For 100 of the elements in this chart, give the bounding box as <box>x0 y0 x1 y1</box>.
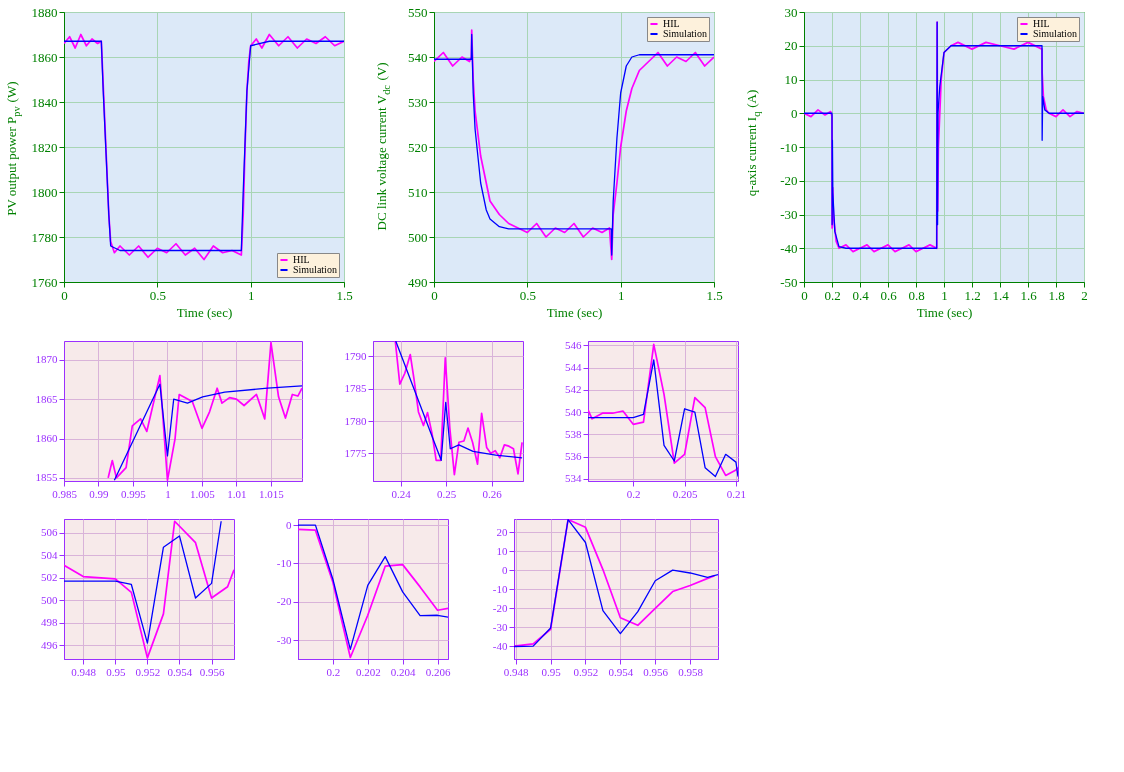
y-tick-label: 538 <box>565 427 582 440</box>
x-tick-label: 0.21 <box>726 487 747 500</box>
x-tick-label: 1.01 <box>227 487 247 500</box>
y-tick-label: 500 <box>408 229 428 245</box>
x-tick-label: 1.5 <box>336 287 353 303</box>
y-tick-label: -10 <box>276 556 292 569</box>
x-tick-label: 0.954 <box>167 665 193 678</box>
x-tick-label: 1.4 <box>992 287 1010 303</box>
y-axis-title: q-axis current Iq (A) <box>744 89 762 197</box>
y-tick-label: 1860 <box>35 432 58 445</box>
y-tick-label: 1880 <box>31 4 58 20</box>
x-tick-label: 1.5 <box>706 287 723 303</box>
y-tick-label: 1855 <box>35 471 58 484</box>
x-tick-label: 0.202 <box>355 665 381 678</box>
y-tick-label: -10 <box>492 582 508 595</box>
x-tick-label: 0 <box>431 287 438 303</box>
y-axis-title: PV output power Ppv (W) <box>4 81 22 216</box>
x-axis-title: Time (sec) <box>176 304 233 320</box>
y-axis-title: DC link voltage current Vdc (V) <box>374 62 392 231</box>
y-tick-label: -30 <box>492 620 508 633</box>
x-tick-label: 0.948 <box>503 665 530 678</box>
x-tick-label: 0.952 <box>135 665 161 678</box>
y-tick-label: 20 <box>784 38 798 54</box>
y-tick-label: -30 <box>276 633 292 646</box>
x-tick-label: 1.8 <box>1048 287 1065 303</box>
x-tick-label: 1 <box>941 287 948 303</box>
y-tick-label: 1760 <box>31 274 58 290</box>
x-tick-label: 0.6 <box>880 287 898 303</box>
x-tick-label: 0.5 <box>149 287 166 303</box>
y-tick-label: 0 <box>286 518 292 531</box>
x-tick-label: 1 <box>247 287 255 303</box>
x-tick-label: 0.995 <box>121 487 147 500</box>
y-tick-label: 30 <box>784 4 798 20</box>
x-tick-label: 0.956 <box>199 665 225 678</box>
x-tick-label: 0.5 <box>519 287 536 303</box>
x-tick-label: 0.24 <box>391 487 412 500</box>
x-tick-label: 1.015 <box>259 487 285 500</box>
x-tick-label: 1 <box>617 287 625 303</box>
y-tick-label: 0 <box>791 105 798 121</box>
y-tick-label: 536 <box>565 450 582 463</box>
y-tick-label: 542 <box>565 383 582 396</box>
x-tick-label: 0.95 <box>541 665 562 678</box>
legend-label: HIL <box>663 18 680 29</box>
x-tick-label: 0.205 <box>672 487 698 500</box>
x-tick-label: 0.2 <box>326 665 341 678</box>
x-tick-label: 1.005 <box>190 487 216 500</box>
x-tick-label: 2 <box>1081 287 1088 303</box>
y-tick-label: -40 <box>492 639 508 652</box>
x-tick-label: 0.948 <box>71 665 97 678</box>
line-series <box>113 383 302 481</box>
legend-label: Simulation <box>1033 28 1077 39</box>
x-tick-label: 0.26 <box>482 487 503 500</box>
y-tick-label: 530 <box>408 94 428 110</box>
x-axis-title: Time (sec) <box>546 304 603 320</box>
x-tick-label: 0.2 <box>626 487 641 500</box>
y-tick-label: 1860 <box>31 49 58 65</box>
y-tick-label: 504 <box>41 548 58 561</box>
y-tick-label: 1775 <box>344 446 367 459</box>
y-tick-label: -20 <box>276 595 292 608</box>
x-tick-label: 1.2 <box>964 287 981 303</box>
y-tick-label: -10 <box>780 139 798 155</box>
legend-label: HIL <box>1033 18 1050 29</box>
y-tick-label: 520 <box>408 139 428 155</box>
y-tick-label: -20 <box>492 601 508 614</box>
y-tick-label: 490 <box>408 274 428 290</box>
x-tick-label: 0 <box>61 287 68 303</box>
y-tick-label: 1840 <box>31 94 58 110</box>
y-tick-label: -40 <box>780 240 798 256</box>
y-tick-label: 502 <box>41 571 58 584</box>
x-tick-label: 0.4 <box>852 287 870 303</box>
y-tick-label: 1780 <box>344 414 367 427</box>
y-tick-label: 1865 <box>35 392 58 405</box>
y-tick-label: -30 <box>780 207 798 222</box>
y-tick-label: 534 <box>565 472 582 485</box>
x-tick-label: 0.956 <box>643 665 669 678</box>
x-tick-label: 0.25 <box>437 487 457 500</box>
y-tick-label: 498 <box>41 616 58 629</box>
x-tick-label: 0.2 <box>824 287 841 303</box>
legend-label: HIL <box>293 254 310 265</box>
y-tick-label: 550 <box>408 4 428 20</box>
line-series <box>64 520 222 644</box>
y-tick-label: 546 <box>565 338 582 351</box>
y-tick-label: 10 <box>784 72 798 87</box>
y-tick-label: 496 <box>41 638 58 651</box>
y-tick-label: 0 <box>502 563 508 576</box>
y-tick-label: 1785 <box>344 382 367 395</box>
y-tick-label: -50 <box>780 274 798 290</box>
y-tick-label: 540 <box>565 405 582 418</box>
legend-label: Simulation <box>293 264 337 275</box>
x-tick-label: 0.958 <box>678 665 704 678</box>
x-tick-label: 0.99 <box>89 487 110 500</box>
y-tick-label: 1780 <box>31 229 58 245</box>
y-tick-label: 544 <box>565 361 582 374</box>
x-tick-label: 0 <box>801 287 808 303</box>
x-tick-label: 1.6 <box>1020 287 1038 303</box>
y-tick-label: 10 <box>496 544 508 557</box>
y-tick-label: 1790 <box>344 349 367 362</box>
y-tick-label: 1870 <box>35 353 58 366</box>
x-tick-label: 0.954 <box>608 665 634 678</box>
y-tick-label: 500 <box>41 593 58 606</box>
